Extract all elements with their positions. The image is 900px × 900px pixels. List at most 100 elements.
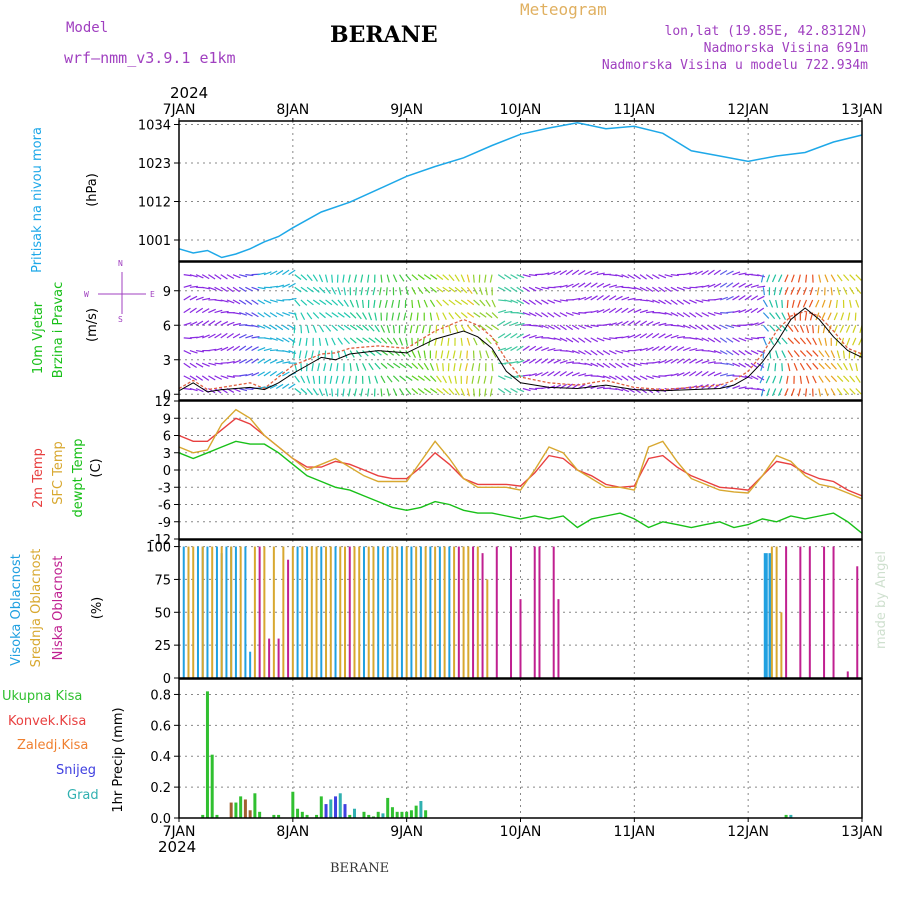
wind-arrow <box>664 374 673 377</box>
wind-arrow <box>720 373 729 377</box>
cloud-low-bar <box>495 546 498 678</box>
wind-arrow <box>818 375 824 383</box>
wind-arrow <box>664 312 673 316</box>
wind-arrow <box>183 295 191 301</box>
wind-arrow <box>571 269 580 276</box>
wind-arrow <box>263 271 272 276</box>
wind-arrow <box>398 287 402 296</box>
wind-arrow <box>294 312 298 321</box>
wind-arrow <box>510 387 518 393</box>
cloud-mid-bar <box>239 546 242 678</box>
wind-arrow <box>465 375 468 384</box>
wind-arrow <box>362 324 369 331</box>
y-tick-label: 0.8 <box>150 688 171 703</box>
wind-arrow <box>257 299 265 305</box>
wind-arrow <box>460 286 468 294</box>
wind-arrow <box>399 375 407 382</box>
wind-arrow <box>208 362 217 366</box>
wind-arrow <box>317 363 320 372</box>
wind-arrow <box>522 345 530 352</box>
cloud-mid-bar <box>358 546 361 678</box>
x-tick-label-bottom: 8JAN <box>276 824 309 840</box>
wind-arrow <box>380 388 383 397</box>
wind-arrow <box>318 324 325 333</box>
wind-arrow <box>818 337 823 346</box>
wind-arrow <box>701 370 709 377</box>
wind-arrow <box>750 350 759 355</box>
wind-arrow <box>336 363 339 372</box>
wind-arrow <box>349 337 357 344</box>
wind-arrow <box>189 274 198 278</box>
cloud-high-bar <box>768 553 773 678</box>
wind-arrow <box>689 370 697 377</box>
wind-arrow <box>621 307 629 314</box>
wind-arrow <box>411 388 419 395</box>
wind-arrow <box>757 336 766 339</box>
wind-arrow <box>553 312 561 318</box>
wind-arrow <box>269 270 278 276</box>
wind-arrow <box>602 283 611 288</box>
wind-arrow <box>777 274 783 283</box>
wind-arrow <box>189 362 197 369</box>
wind-arrow <box>306 388 313 395</box>
wind-arrow <box>378 299 382 308</box>
wind-arrow <box>633 333 642 339</box>
wind-arrow <box>767 363 771 372</box>
wind-arrow <box>707 312 716 317</box>
wind-arrow <box>701 324 709 331</box>
wind-arrow <box>790 274 795 283</box>
wind-arrow <box>757 285 766 288</box>
wind-arrow <box>646 299 655 303</box>
wind-arrow <box>183 375 192 381</box>
wind-arrow <box>466 274 470 283</box>
cloud-mid-bar <box>187 546 190 678</box>
wind-arrow <box>719 350 728 355</box>
wind-arrow <box>220 332 228 339</box>
wind-arrow <box>621 387 630 393</box>
wind-arrow <box>670 286 679 292</box>
wind-arrow <box>306 375 311 384</box>
wind-arrow <box>738 309 747 314</box>
wind-arrow <box>578 362 587 365</box>
wind-arrow <box>596 375 605 379</box>
wind-arrow <box>571 337 580 343</box>
wind-arrow <box>368 362 374 371</box>
panel-frame-4 <box>178 678 863 819</box>
wind-arrow <box>633 348 642 352</box>
wind-arrow <box>584 374 593 377</box>
wind-arrow <box>232 312 242 315</box>
wind-arrow <box>608 295 617 301</box>
wind-arrow <box>861 274 862 276</box>
wind-arrow <box>818 274 822 283</box>
wind-arrow <box>726 270 734 276</box>
wind-arrow <box>602 375 611 380</box>
wind-arrow <box>756 362 765 369</box>
precip-bar <box>414 805 418 818</box>
wind-arrow <box>288 383 296 389</box>
cloud-mid-bar <box>775 546 778 678</box>
wind-arrow <box>374 312 377 321</box>
wind-arrow <box>300 286 308 293</box>
wind-arrow <box>245 358 253 364</box>
wind-arrow <box>208 286 217 291</box>
y-tick-label: 6 <box>163 319 171 334</box>
wind-arrow <box>639 333 648 339</box>
precip-bar <box>291 791 295 818</box>
x-tick-label-bottom: 13JAN <box>841 824 883 840</box>
wind-arrow <box>324 350 327 359</box>
wind-arrow <box>621 274 630 279</box>
wind-arrow <box>578 269 586 276</box>
wind-arrow <box>759 375 764 384</box>
wind-arrow <box>232 345 241 352</box>
wind-arrow <box>534 346 543 352</box>
y-tick-label: 0.6 <box>150 719 171 734</box>
wind-arrow <box>423 375 431 382</box>
wind-arrow <box>472 274 475 283</box>
wind-arrow <box>547 337 556 340</box>
cloud-high-bar <box>182 546 185 678</box>
wind-arrow <box>341 375 345 384</box>
precip-bar <box>253 793 257 818</box>
wind-arrow <box>793 362 798 371</box>
wind-arrow <box>485 324 493 331</box>
wind-arrow <box>553 324 561 331</box>
